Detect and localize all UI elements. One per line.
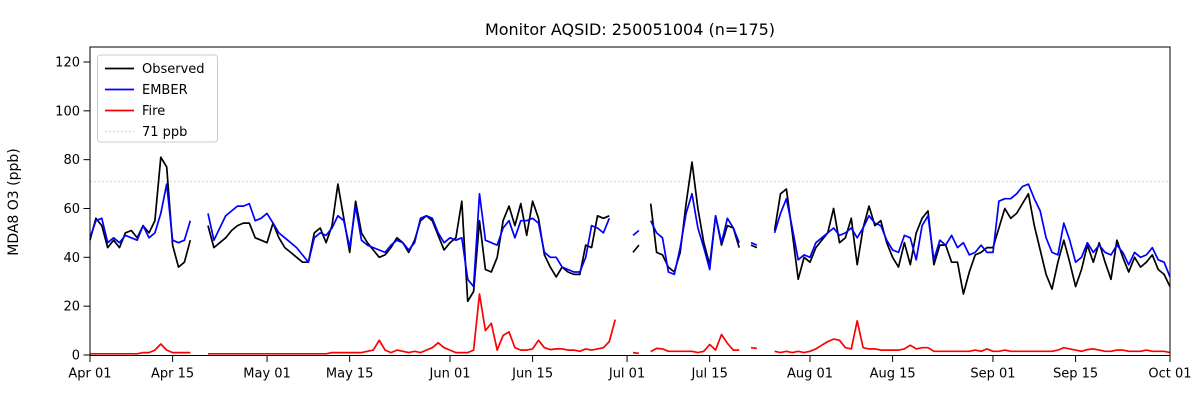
x-tick-label: Oct 01 bbox=[1148, 367, 1191, 382]
x-tick-label: Apr 15 bbox=[151, 367, 194, 382]
legend-label: EMBER bbox=[142, 83, 188, 98]
x-tick-label: May 15 bbox=[326, 367, 374, 382]
y-tick-label: 20 bbox=[63, 300, 80, 315]
series-line-observed bbox=[89, 156, 1171, 303]
x-tick-label: Apr 01 bbox=[68, 367, 111, 382]
y-axis-label: MDA8 O3 (ppb) bbox=[6, 148, 22, 256]
legend-box bbox=[97, 54, 218, 143]
x-tick-label: Sep 01 bbox=[970, 367, 1015, 382]
y-tick-label: 120 bbox=[55, 55, 80, 70]
x-tick-label: Jul 15 bbox=[690, 367, 727, 382]
x-tick-label: Sep 15 bbox=[1053, 367, 1098, 382]
x-tick-label: Jun 01 bbox=[429, 367, 471, 382]
plot-border bbox=[89, 46, 1171, 356]
x-tick-label: Aug 01 bbox=[787, 367, 833, 382]
series-line-ember bbox=[89, 183, 1171, 288]
y-axis: 0 20 40 60 80 100 120 bbox=[55, 55, 90, 364]
x-axis: Apr 01 Apr 15 May 01 May 15 Jun 01 Jun 15 Jul … bbox=[68, 355, 1192, 382]
series-line-fire bbox=[90, 293, 1171, 355]
y-tick-label: 100 bbox=[55, 104, 80, 119]
y-tick-label: 40 bbox=[63, 251, 80, 266]
legend-label: Observed bbox=[142, 62, 205, 77]
y-tick-label: 60 bbox=[63, 202, 80, 217]
page-title: Monitor AQSID: 250051004 (n=175) bbox=[484, 20, 776, 39]
y-tick-label: 0 bbox=[72, 349, 80, 364]
x-tick-label: Jul 01 bbox=[608, 367, 645, 382]
x-tick-label: Jun 15 bbox=[511, 367, 553, 382]
x-tick-label: Aug 15 bbox=[870, 367, 916, 382]
y-tick-label: 80 bbox=[63, 153, 80, 168]
legend-label: 71 ppb bbox=[142, 125, 187, 140]
legend: Observed EMBER Fire 71 ppb bbox=[97, 54, 218, 143]
legend-label: Fire bbox=[142, 104, 165, 119]
x-tick-label: May 01 bbox=[243, 367, 291, 382]
